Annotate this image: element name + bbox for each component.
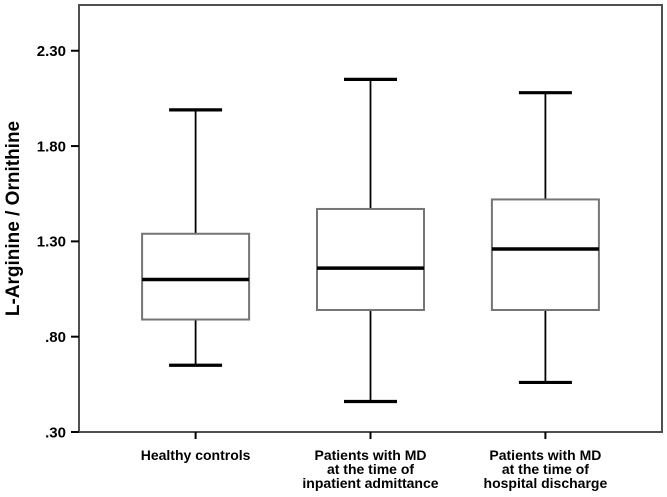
box-series — [141, 77, 600, 404]
x-category-label-healthy-controls: Healthy controls — [141, 447, 251, 463]
x-category-label-line: at the time of — [327, 461, 414, 477]
x-category-label-line: Patients with MD — [489, 447, 601, 463]
box-md-hospital-discharge — [490, 91, 600, 385]
x-category-label-line: Patients with MD — [314, 447, 426, 463]
y-tick-label: 2.30 — [37, 43, 66, 60]
x-category-label-line: hospital discharge — [484, 475, 608, 491]
box-healthy-controls — [141, 108, 251, 367]
iqr-box — [141, 232, 251, 321]
x-category-label-md-hospital-discharge: Patients with MD at the time of hospital d… — [484, 447, 608, 491]
y-axis: 2.30 1.80 1.30 .80 .30 — [37, 43, 79, 441]
iqr-box — [490, 198, 600, 311]
x-category-label-line: inpatient admittance — [302, 475, 438, 491]
x-category-label-line: at the time of — [502, 461, 589, 477]
x-category-label-line: Healthy controls — [141, 447, 251, 463]
y-tick-label: .30 — [45, 424, 66, 441]
x-axis: Healthy controls Patients with MD at the t… — [141, 432, 608, 491]
box-md-inpatient-admittance — [316, 77, 425, 404]
y-tick-label: .80 — [45, 329, 66, 346]
y-tick-label: 1.80 — [37, 138, 66, 155]
y-tick-label: 1.30 — [37, 234, 66, 251]
x-category-label-md-inpatient-admittance: Patients with MD at the time of inpatient … — [302, 447, 438, 491]
iqr-box — [316, 207, 425, 311]
y-axis-title: L-Arginine / Ornithine — [3, 121, 24, 316]
